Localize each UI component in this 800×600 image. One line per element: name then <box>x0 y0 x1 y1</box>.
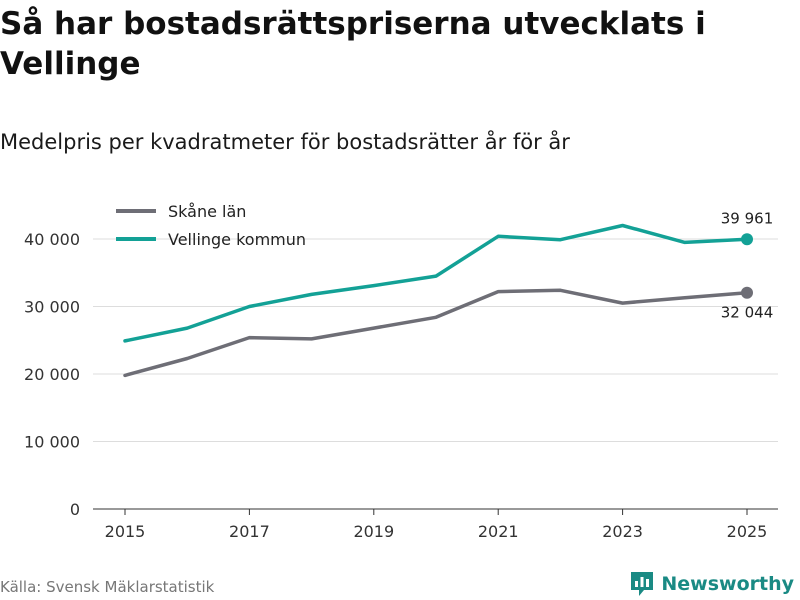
source-note: Källa: Svensk Mäklarstatistik <box>0 578 215 596</box>
legend-label: Vellinge kommun <box>168 230 306 249</box>
data-label: 32 044 <box>721 304 774 322</box>
x-tick-label: 2025 <box>727 522 768 541</box>
series-end-point <box>741 286 753 299</box>
chart-title: Så har bostadsrättspriserna utvecklats i… <box>0 6 706 82</box>
x-tick-label: 2017 <box>229 522 270 541</box>
x-tick-label: 2021 <box>478 522 519 541</box>
y-tick-label: 10 000 <box>24 433 80 452</box>
y-tick-label: 40 000 <box>24 230 80 249</box>
x-tick-label: 2015 <box>105 522 146 541</box>
legend-label: Skåne län <box>168 202 246 221</box>
brand: Newsworthy <box>629 570 794 598</box>
brand-name: Newsworthy <box>661 573 794 595</box>
newsworthy-logo-icon <box>631 572 654 596</box>
chart-subtitle: Medelpris per kvadratmeter för bostadsrä… <box>0 130 570 154</box>
series-line <box>123 288 749 378</box>
series-line <box>123 223 749 343</box>
data-label: 39 961 <box>721 209 774 227</box>
x-tick-label: 2019 <box>353 522 394 541</box>
y-tick-label: 0 <box>70 500 80 519</box>
y-tick-label: 20 000 <box>24 365 80 384</box>
y-tick-label: 30 000 <box>24 298 80 317</box>
x-tick-label: 2023 <box>602 522 643 541</box>
series-end-point <box>741 233 753 246</box>
